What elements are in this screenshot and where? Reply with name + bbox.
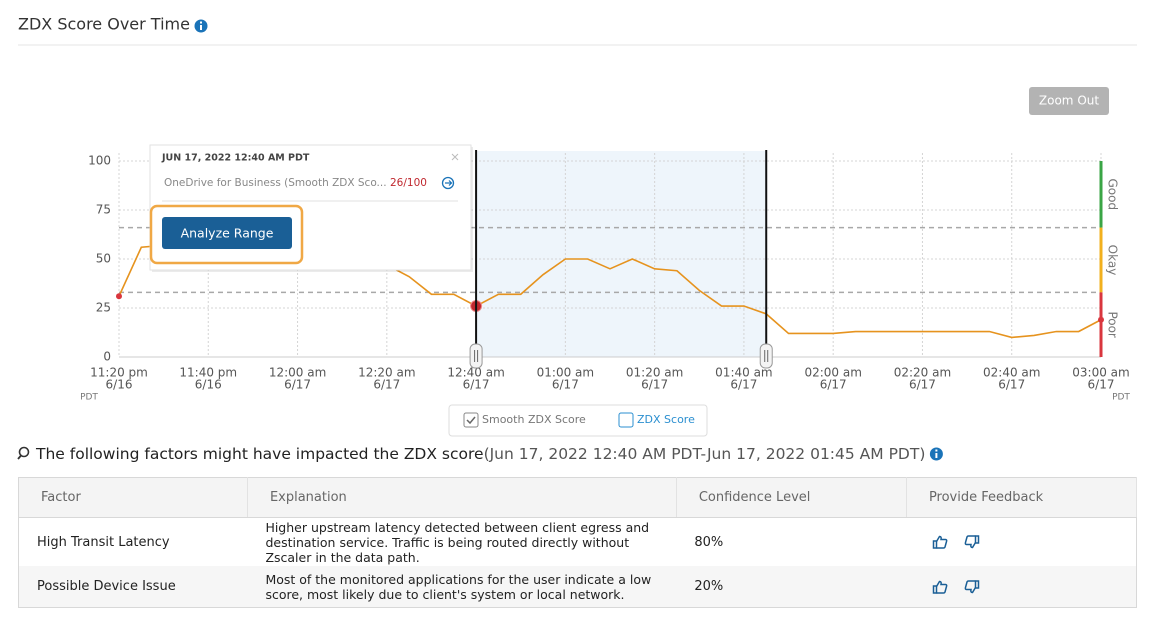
range-handle[interactable] (759, 343, 773, 369)
confidence: 80% (676, 517, 907, 566)
end-point (1098, 316, 1104, 323)
info-icon[interactable] (929, 447, 943, 461)
x-tick-time: 01:00 am (537, 366, 594, 380)
tooltip-score: 26/100 (390, 177, 427, 189)
legend-checkbox[interactable] (618, 412, 634, 428)
x-tick-date: 6/17 (998, 378, 1025, 392)
zoom-out-label: Zoom Out (1039, 94, 1099, 108)
x-tick-time: 01:20 am (626, 366, 683, 380)
range-handle[interactable] (469, 343, 483, 369)
tooltip (149, 144, 472, 271)
factor: High Transit Latency (18, 517, 248, 566)
column-header: Factor (18, 477, 248, 518)
go-icon[interactable] (441, 176, 455, 190)
feedback (906, 566, 1137, 608)
legend-label: ZDX Score (637, 413, 695, 426)
analyze-button[interactable] (162, 217, 292, 249)
close-icon[interactable] (451, 153, 459, 161)
focus-ring (149, 204, 304, 265)
x-tick-time: 02:20 am (894, 366, 951, 380)
x-tick-time: 02:40 am (983, 366, 1040, 380)
end-point (116, 293, 122, 300)
legend-label: Smooth ZDX Score (482, 413, 586, 426)
x-tick-time: 11:20 pm (90, 366, 148, 380)
column-header: Provide Feedback (906, 477, 1138, 518)
legend-box (448, 404, 708, 437)
y-tick-label: 50 (96, 252, 111, 266)
info-point (935, 449, 938, 452)
explanation: Most of the monitored applications for t… (247, 566, 677, 608)
factors-range: (Jun 17, 2022 12:40 AM PDT-Jun 17, 2022 … (484, 445, 926, 463)
thumbs-down[interactable] (964, 534, 980, 550)
zone-label: Poor (1106, 311, 1120, 337)
factors-heading: The following factors might have impacte… (35, 445, 925, 463)
info-icon[interactable] (194, 19, 208, 33)
zoom-out-button[interactable] (1029, 87, 1109, 115)
tooltip-title: JUN 17, 2022 12:40 AM PDT (161, 153, 310, 164)
table-row: High Transit Latency Higher upstream late… (18, 517, 1137, 566)
x-tick-date: 6/17 (463, 378, 490, 392)
chart: ZDX Score Over Time Zoom Out 0 25 50 75 100 1… (17, 15, 1137, 463)
analyze-label: Analyze Range (181, 226, 274, 241)
search-icon (17, 446, 30, 460)
x-tick-time: 12:40 am (447, 366, 504, 380)
explanation: Higher upstream latency detected between… (247, 517, 677, 566)
thumbs-down[interactable] (964, 579, 980, 595)
x-tick-date: 6/17 (820, 378, 847, 392)
x-tick-time: 11:40 pm (179, 366, 237, 380)
timezone: PDT (80, 393, 98, 403)
zone-label: Okay (1106, 245, 1120, 276)
x-tick-date: 6/17 (730, 378, 757, 392)
x-tick-time: 03:00 am (1072, 366, 1129, 380)
title: ZDX Score Over Time (18, 15, 190, 34)
y-tick-label: 25 (96, 301, 111, 315)
x-tick-time: 01:40 am (715, 366, 772, 380)
y-tick-label: 100 (88, 154, 111, 168)
y-tick-label: 75 (96, 203, 111, 217)
x-tick-date: 6/16 (195, 378, 222, 392)
x-tick-date: 6/17 (284, 378, 311, 392)
table-row: Possible Device Issue Most of the monitor… (18, 566, 1137, 608)
column-header: Confidence Level (676, 477, 907, 518)
y-tick-label: 0 (103, 350, 111, 364)
feedback (906, 517, 1137, 566)
factors-table: Factor Explanation Confidence Level Provide… (18, 477, 1138, 608)
thumbs-up[interactable] (932, 534, 948, 550)
x-tick-date: 6/17 (641, 378, 668, 392)
x-tick-date: 6/16 (106, 378, 133, 392)
x-tick-date: 6/17 (1088, 378, 1115, 392)
x-tick-date: 6/17 (373, 378, 400, 392)
timezone: PDT (1112, 393, 1130, 403)
thumbs-up[interactable] (932, 579, 948, 595)
checkmark (466, 416, 476, 425)
legend-checkbox[interactable] (463, 412, 479, 428)
zone-label: Good (1106, 179, 1120, 211)
info-stem (935, 453, 938, 458)
factor: Possible Device Issue (18, 566, 248, 608)
column-header: Explanation (247, 477, 677, 518)
x-tick-time: 12:00 am (269, 366, 326, 380)
tooltip-app: OneDrive for Business (Smooth ZDX Sco... (164, 177, 387, 189)
factors-heading-text: The following factors might have impacte… (35, 445, 484, 463)
x-tick-time: 12:20 am (358, 366, 415, 380)
selection-area (476, 151, 767, 357)
x-tick-time: 02:00 am (804, 366, 861, 380)
confidence: 20% (676, 566, 907, 608)
x-tick-date: 6/17 (909, 378, 936, 392)
x-tick-date: 6/17 (552, 378, 579, 392)
go-arrow (445, 180, 453, 186)
